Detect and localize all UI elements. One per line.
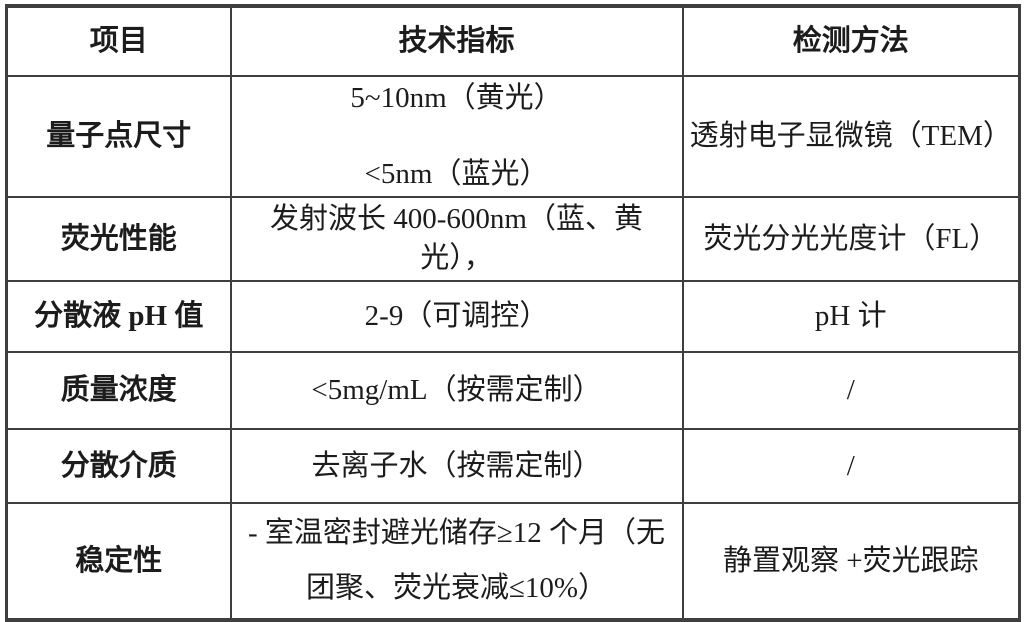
spec-table: 项目 技术指标 检测方法 量子点尺寸 5~10nm（黄光） <5nm（蓝光） 透… (5, 4, 1021, 622)
spec-line: 团聚、荧光衰减≤10%） (305, 572, 608, 605)
table-row-stability: 稳定性 - 室温密封避光储存≥12 个月（无团聚、荧光衰减≤10%） 静置观察 … (5, 502, 1021, 622)
spec-line: - 室温密封避光储存≥12 个月（无 (247, 517, 666, 550)
cell-spec: <5mg/mL（按需定制） (229, 351, 684, 431)
cell-method: 透射电子显微镜（TEM） (681, 75, 1021, 198)
cell-item: 分散液 pH 值 (5, 280, 232, 354)
cell-method: / (681, 351, 1021, 431)
cell-item: 量子点尺寸 (5, 75, 232, 198)
header-item: 项目 (5, 4, 232, 77)
table-header-row: 项目 技术指标 检测方法 (5, 4, 1021, 77)
cell-spec: 去离子水（按需定制） (229, 428, 684, 505)
cell-spec: 发射波长 400-600nm（蓝、黄光）， (229, 195, 684, 283)
cell-spec: 5~10nm（黄光） <5nm（蓝光） (229, 75, 684, 198)
cell-spec: - 室温密封避光储存≥12 个月（无团聚、荧光衰减≤10%） (229, 502, 684, 622)
cell-method: / (681, 428, 1021, 505)
cell-method: 静置观察 +荧光跟踪 (681, 502, 1021, 622)
cell-item: 稳定性 (5, 502, 232, 622)
table-row-ph: 分散液 pH 值 2-9（可调控） pH 计 (5, 280, 1021, 354)
cell-item: 质量浓度 (5, 351, 232, 431)
table-row-dispersion-medium: 分散介质 去离子水（按需定制） / (5, 428, 1021, 505)
table-row-mass-concentration: 质量浓度 <5mg/mL（按需定制） / (5, 351, 1021, 431)
spec-line: <5nm（蓝光） (364, 157, 549, 190)
cell-item: 荧光性能 (5, 195, 232, 283)
spec-line: 5~10nm（黄光） (350, 82, 563, 115)
header-method: 检测方法 (681, 4, 1021, 77)
cell-spec: 2-9（可调控） (229, 280, 684, 354)
cell-method: pH 计 (681, 280, 1021, 354)
cell-item: 分散介质 (5, 428, 232, 505)
header-spec: 技术指标 (229, 4, 684, 77)
table-row-fluorescence: 荧光性能 发射波长 400-600nm（蓝、黄光）， 荧光分光光度计（FL） (5, 195, 1021, 283)
cell-method: 荧光分光光度计（FL） (681, 195, 1021, 283)
table-row-quantum-dot-size: 量子点尺寸 5~10nm（黄光） <5nm（蓝光） 透射电子显微镜（TEM） (5, 75, 1021, 198)
